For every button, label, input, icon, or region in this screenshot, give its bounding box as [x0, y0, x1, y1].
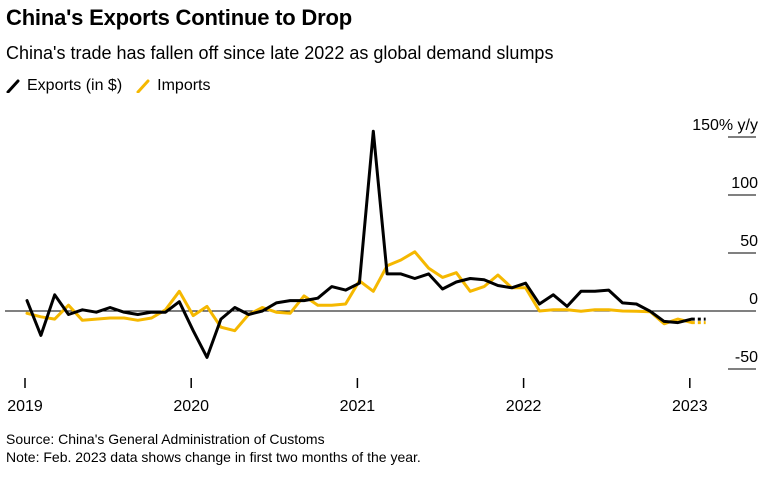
legend-item-exports: Exports (in $) — [6, 77, 122, 95]
y-tick-label-4: -50 — [735, 349, 758, 366]
legend-item-imports: Imports — [136, 77, 210, 95]
chart-subtitle: China's trade has fallen off since late … — [6, 43, 554, 63]
y-axis: 150% y/y 100 50 0 -50 — [5, 117, 758, 370]
series-group — [25, 129, 706, 359]
legend-swatch-imports — [136, 79, 150, 93]
legend: Exports (in $) Imports — [6, 77, 224, 95]
y-tick-label-0: 150% y/y — [692, 117, 758, 134]
line-chart: 150% y/y 100 50 0 -50 2019 2020 2021 2022 2023 — [5, 117, 758, 415]
legend-label-imports: Imports — [157, 77, 211, 94]
source-note: Source: China's General Administration o… — [6, 431, 325, 447]
series-line-exports — [25, 129, 694, 359]
x-tick-label-2: 2021 — [340, 398, 376, 415]
x-axis: 2019 2020 2021 2022 2023 — [7, 378, 708, 415]
x-tick-label-4: 2023 — [672, 398, 708, 415]
x-tick-label-3: 2022 — [506, 398, 542, 415]
footnote: Note: Feb. 2023 data shows change in fir… — [6, 449, 421, 465]
legend-swatch-exports — [6, 79, 20, 93]
x-tick-label-1: 2020 — [173, 398, 209, 415]
legend-label-exports: Exports (in $) — [27, 77, 123, 94]
y-tick-label-3: 0 — [749, 291, 758, 308]
y-tick-label-2: 50 — [740, 233, 758, 250]
chart-title: China's Exports Continue to Drop — [6, 5, 352, 30]
x-tick-label-0: 2019 — [7, 398, 43, 415]
y-tick-label-1: 100 — [731, 175, 758, 192]
